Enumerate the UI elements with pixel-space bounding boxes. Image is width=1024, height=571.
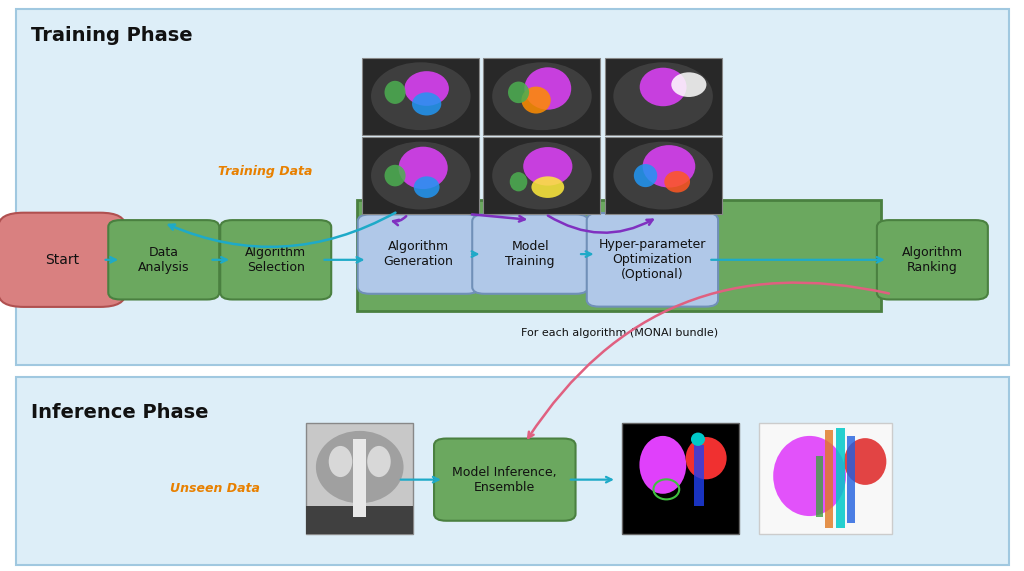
Bar: [362, 58, 479, 135]
Text: Training Phase: Training Phase: [32, 26, 194, 45]
Ellipse shape: [368, 446, 391, 477]
FancyBboxPatch shape: [16, 377, 1009, 565]
Ellipse shape: [691, 433, 705, 446]
Bar: [604, 58, 722, 135]
Text: Algorithm
Generation: Algorithm Generation: [383, 240, 454, 268]
Ellipse shape: [315, 431, 403, 503]
Bar: [622, 423, 739, 534]
Ellipse shape: [398, 147, 447, 189]
Ellipse shape: [414, 176, 439, 198]
Text: Algorithm
Ranking: Algorithm Ranking: [902, 246, 963, 274]
Ellipse shape: [508, 82, 529, 103]
Ellipse shape: [531, 176, 564, 198]
FancyBboxPatch shape: [0, 212, 126, 307]
FancyBboxPatch shape: [587, 213, 718, 307]
Text: Training Data: Training Data: [218, 165, 312, 178]
Bar: [836, 428, 846, 528]
Bar: [353, 439, 367, 517]
Text: Start: Start: [45, 253, 79, 267]
Bar: [362, 137, 479, 214]
Bar: [306, 423, 413, 534]
Ellipse shape: [613, 62, 713, 130]
Ellipse shape: [524, 67, 571, 110]
Ellipse shape: [634, 164, 657, 187]
Bar: [483, 137, 600, 214]
Bar: [604, 137, 722, 214]
Text: Data
Analysis: Data Analysis: [138, 246, 189, 274]
Bar: [847, 436, 855, 523]
Ellipse shape: [493, 62, 592, 130]
Bar: [760, 423, 892, 534]
FancyBboxPatch shape: [434, 439, 575, 521]
Ellipse shape: [613, 142, 713, 210]
FancyBboxPatch shape: [357, 200, 882, 311]
FancyBboxPatch shape: [877, 220, 988, 299]
FancyBboxPatch shape: [16, 9, 1009, 365]
Ellipse shape: [329, 446, 352, 477]
Ellipse shape: [665, 171, 690, 192]
Bar: [816, 456, 823, 517]
Ellipse shape: [385, 81, 406, 104]
Bar: [483, 58, 600, 135]
Text: Model Inference,
Ensemble: Model Inference, Ensemble: [453, 465, 557, 494]
Ellipse shape: [412, 93, 441, 115]
FancyBboxPatch shape: [357, 214, 479, 293]
Ellipse shape: [523, 147, 572, 186]
Text: Unseen Data: Unseen Data: [170, 482, 260, 494]
Ellipse shape: [672, 73, 707, 97]
Ellipse shape: [510, 172, 527, 191]
Ellipse shape: [844, 438, 887, 485]
Ellipse shape: [385, 165, 406, 186]
FancyBboxPatch shape: [109, 220, 219, 299]
Ellipse shape: [640, 68, 686, 106]
FancyBboxPatch shape: [472, 214, 588, 293]
Bar: [825, 431, 834, 528]
Ellipse shape: [639, 436, 686, 494]
Bar: [694, 445, 703, 506]
Text: Inference Phase: Inference Phase: [32, 403, 209, 421]
FancyBboxPatch shape: [220, 220, 331, 299]
Ellipse shape: [493, 142, 592, 210]
Bar: [306, 506, 413, 534]
Ellipse shape: [521, 87, 551, 114]
Ellipse shape: [643, 145, 695, 187]
Text: Algorithm
Selection: Algorithm Selection: [245, 246, 306, 274]
Text: Hyper-parameter
Optimization
(Optional): Hyper-parameter Optimization (Optional): [599, 238, 707, 282]
Ellipse shape: [686, 437, 727, 479]
Ellipse shape: [371, 62, 471, 130]
Ellipse shape: [371, 142, 471, 210]
Ellipse shape: [404, 71, 449, 106]
Ellipse shape: [773, 436, 846, 516]
Text: For each algorithm (MONAI bundle): For each algorithm (MONAI bundle): [521, 328, 718, 339]
Text: Model
Training: Model Training: [506, 240, 555, 268]
